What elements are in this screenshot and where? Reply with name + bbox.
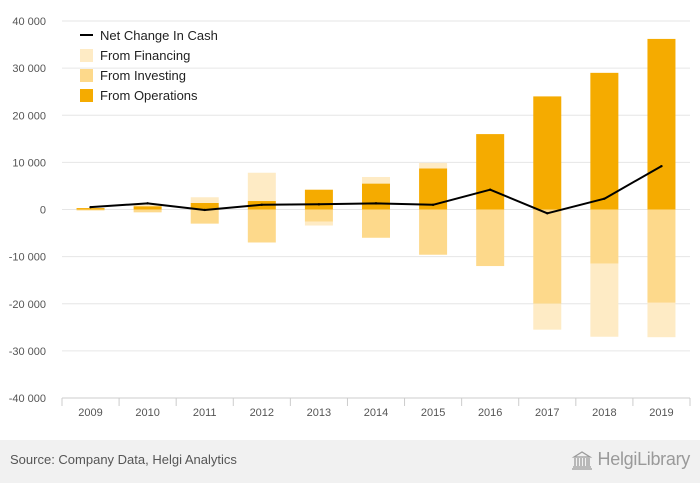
- line-point: [603, 197, 606, 200]
- x-tick-label: 2014: [364, 407, 388, 419]
- line-point: [488, 188, 492, 191]
- brand-logo: HelgiLibrary: [571, 449, 690, 470]
- line-point: [260, 203, 264, 206]
- bar-from-financing: [190, 197, 219, 203]
- y-tick-label: -30 000: [9, 346, 46, 358]
- library-building-icon: [571, 450, 592, 470]
- y-tick-label: 20 000: [12, 110, 46, 122]
- bar-from-operations: [76, 208, 105, 210]
- x-tick-label: 2019: [649, 407, 673, 419]
- bar-from-financing: [304, 221, 333, 226]
- x-tick-label: 2015: [421, 407, 445, 419]
- bar-from-operations: [133, 206, 162, 210]
- y-tick-label: 30 000: [12, 63, 46, 75]
- line-point: [89, 205, 92, 209]
- x-tick-label: 2018: [592, 407, 616, 419]
- legend-label-net-change-in-cash: Net Change In Cash: [100, 28, 218, 43]
- bar-from-investing: [476, 209, 505, 267]
- bar-from-investing: [533, 209, 562, 304]
- bar-from-operations: [590, 72, 619, 210]
- line-point: [374, 202, 378, 205]
- x-tick-label: 2009: [78, 407, 102, 419]
- bar-from-operations: [304, 189, 333, 210]
- bar-from-financing: [590, 263, 619, 337]
- bar-from-financing: [419, 162, 448, 169]
- line-point: [431, 203, 435, 206]
- x-tick-label: 2011: [193, 407, 217, 419]
- legend-swatch-from-financing: [80, 49, 93, 62]
- x-tick-label: 2013: [307, 407, 331, 419]
- bar-from-investing: [419, 209, 448, 255]
- bar-from-operations: [476, 134, 505, 210]
- legend-swatch-from-operations: [80, 89, 93, 102]
- bar-from-operations: [362, 183, 390, 210]
- y-tick-label: 0: [40, 205, 46, 217]
- legend-swatch-from-investing: [80, 69, 93, 82]
- bar-from-financing: [647, 302, 676, 338]
- y-tick-label: -40 000: [9, 393, 46, 405]
- cash-flow-chart: 40 000 30 000 20 000 10 000 0 -10 000 -20 000 -…: [9, 16, 691, 419]
- bar-from-investing: [76, 209, 105, 211]
- bar-from-financing: [133, 204, 162, 207]
- bar-from-investing: [590, 209, 619, 264]
- line-point: [546, 212, 549, 215]
- x-tick-label: 2012: [250, 407, 274, 419]
- y-tick-label: 10 000: [12, 157, 46, 169]
- bar-from-operations: [419, 168, 448, 210]
- bar-from-operations: [533, 96, 562, 210]
- bar-from-investing: [247, 209, 276, 243]
- line-point: [146, 202, 149, 205]
- y-tick-label: 40 000: [12, 16, 46, 28]
- y-tick-label: -20 000: [9, 299, 46, 311]
- line-point: [317, 203, 321, 206]
- chart-svg: 40 000 30 000 20 000 10 000 0 -10 000 -20 000 -…: [9, 16, 691, 419]
- bar-from-operations: [190, 202, 219, 210]
- bar-from-financing: [247, 172, 276, 202]
- bar-from-investing: [133, 209, 162, 213]
- source-note: Source: Company Data, Helgi Analytics: [10, 452, 237, 467]
- y-tick-label: -10 000: [9, 252, 46, 264]
- bar-from-investing: [362, 209, 390, 238]
- line-point: [203, 208, 206, 212]
- bar-from-financing: [533, 303, 562, 330]
- bar-from-investing: [304, 209, 333, 222]
- footer: Source: Company Data, Helgi Analytics He…: [0, 440, 700, 483]
- legend-label-from-financing: From Financing: [100, 48, 190, 63]
- x-tick-label: 2010: [135, 407, 159, 419]
- legend-label-from-investing: From Investing: [100, 68, 186, 83]
- line-point: [660, 164, 663, 168]
- brand-name: HelgiLibrary: [597, 449, 691, 469]
- bar-from-financing: [362, 176, 390, 184]
- bar-from-investing: [190, 209, 219, 224]
- bar-from-operations: [647, 38, 676, 210]
- bar-from-investing: [647, 209, 676, 303]
- x-tick-label: 2017: [535, 407, 559, 419]
- legend-label-from-operations: From Operations: [100, 88, 198, 103]
- x-tick-label: 2016: [478, 407, 502, 419]
